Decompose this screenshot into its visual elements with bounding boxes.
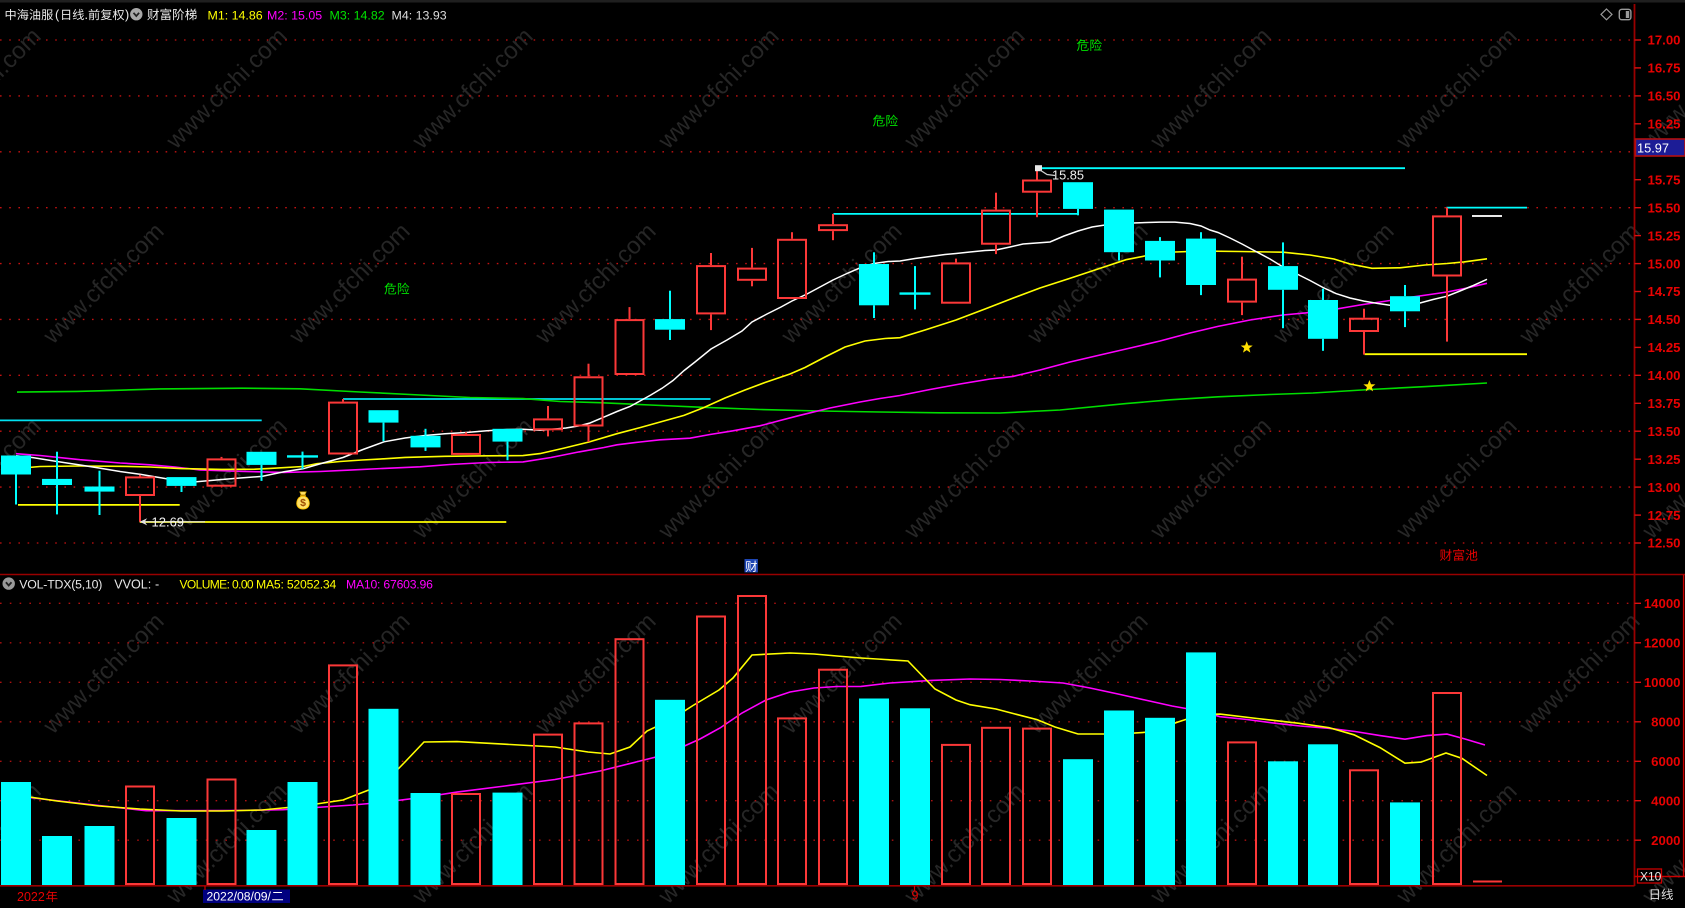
svg-text:14.75: 14.75 xyxy=(1647,284,1680,299)
svg-text:14000: 14000 xyxy=(1644,596,1681,611)
svg-text:): ) xyxy=(125,8,129,22)
svg-text:12.75: 12.75 xyxy=(1647,508,1680,523)
svg-text:14.00: 14.00 xyxy=(1647,368,1680,383)
svg-text:MA5: 52052.34: MA5: 52052.34 xyxy=(256,578,336,592)
svg-text:10000: 10000 xyxy=(1644,675,1681,690)
svg-text:9: 9 xyxy=(912,889,919,903)
svg-text:15.25: 15.25 xyxy=(1647,228,1680,243)
svg-text:13.50: 13.50 xyxy=(1647,424,1680,439)
svg-text:(: ( xyxy=(55,8,60,22)
svg-text:.: . xyxy=(85,8,89,22)
svg-text:8000: 8000 xyxy=(1651,715,1680,730)
svg-text:2000: 2000 xyxy=(1651,833,1680,848)
svg-text:13.75: 13.75 xyxy=(1647,396,1680,411)
svg-text:VOL-TDX(5,10): VOL-TDX(5,10) xyxy=(19,578,102,592)
svg-text:12.69: 12.69 xyxy=(152,515,185,530)
svg-text:15.85: 15.85 xyxy=(1052,168,1084,183)
svg-text:M2: 15.05: M2: 15.05 xyxy=(267,8,322,22)
svg-text:4000: 4000 xyxy=(1651,793,1680,808)
svg-text:$: $ xyxy=(300,497,306,509)
svg-text:VVOL:: VVOL: xyxy=(114,578,151,592)
svg-text:VOLUME: 0.00: VOLUME: 0.00 xyxy=(180,578,254,592)
svg-text:6000: 6000 xyxy=(1651,754,1680,769)
svg-text:2022/08/09/: 2022/08/09/ xyxy=(207,890,272,904)
svg-text:-: - xyxy=(155,578,159,592)
svg-text:15.00: 15.00 xyxy=(1647,256,1680,271)
svg-text:16.50: 16.50 xyxy=(1647,89,1680,104)
svg-text:M4: 13.93: M4: 13.93 xyxy=(392,8,447,22)
svg-text:17.00: 17.00 xyxy=(1647,33,1680,48)
svg-text:15.97: 15.97 xyxy=(1637,141,1669,156)
svg-text:15.75: 15.75 xyxy=(1647,172,1680,187)
svg-text:14.50: 14.50 xyxy=(1647,312,1680,327)
svg-text:2022: 2022 xyxy=(17,890,45,903)
svg-text:16.25: 16.25 xyxy=(1647,117,1680,132)
svg-text:M3: 14.82: M3: 14.82 xyxy=(330,8,385,22)
svg-text:M1: 14.86: M1: 14.86 xyxy=(208,8,263,22)
svg-text:13.00: 13.00 xyxy=(1647,480,1680,495)
svg-text:15.50: 15.50 xyxy=(1647,200,1680,215)
svg-text:13.25: 13.25 xyxy=(1647,452,1680,467)
svg-text:12.50: 12.50 xyxy=(1647,536,1680,551)
svg-text:16.75: 16.75 xyxy=(1647,61,1680,76)
svg-text:12000: 12000 xyxy=(1644,636,1681,651)
svg-text:MA10: 67603.96: MA10: 67603.96 xyxy=(346,578,433,592)
svg-text:X10: X10 xyxy=(1640,870,1662,884)
svg-text:14.25: 14.25 xyxy=(1647,340,1680,355)
